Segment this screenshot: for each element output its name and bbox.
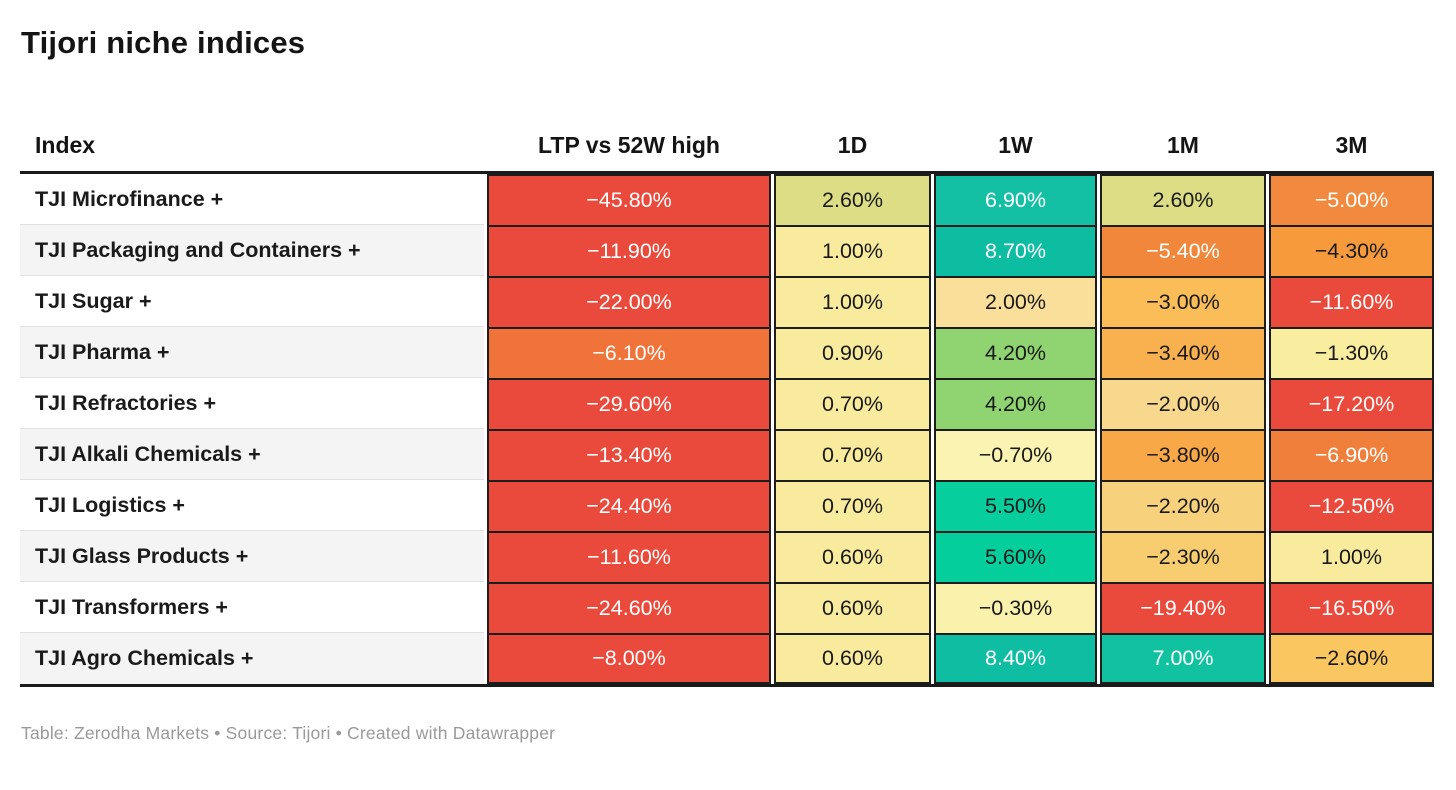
index-cell[interactable]: TJI Glass Products + (20, 531, 484, 582)
value-cell: 5.60% (934, 531, 1097, 582)
value-cell: −11.60% (487, 531, 771, 582)
index-cell[interactable]: TJI Alkali Chemicals + (20, 429, 484, 480)
value-cell: 2.60% (1100, 174, 1266, 225)
value-cell: −8.00% (487, 633, 771, 684)
value-cell: −2.20% (1100, 480, 1266, 531)
value-cell: −3.00% (1100, 276, 1266, 327)
value-cell: −19.40% (1100, 582, 1266, 633)
value-cell: 2.00% (934, 276, 1097, 327)
index-cell[interactable]: TJI Transformers + (20, 582, 484, 633)
column-header-1w: 1W (998, 131, 1033, 158)
value-cell: −1.30% (1269, 327, 1434, 378)
value-cell: 2.60% (774, 174, 931, 225)
value-cell: 0.60% (774, 633, 931, 684)
index-cell[interactable]: TJI Agro Chemicals + (20, 633, 484, 684)
column-header-1d: 1D (837, 131, 868, 158)
value-cell: −17.20% (1269, 378, 1434, 429)
value-cell: 0.90% (774, 327, 931, 378)
value-cell: −24.40% (487, 480, 771, 531)
bottom-divider (20, 684, 1434, 687)
column-header-3m: 3M (1335, 131, 1368, 158)
value-cell: 0.70% (774, 429, 931, 480)
value-cell: 7.00% (1100, 633, 1266, 684)
value-cell: −2.30% (1100, 531, 1266, 582)
index-cell[interactable]: TJI Microfinance + (20, 174, 484, 225)
value-cell: 5.50% (934, 480, 1097, 531)
value-cell: −4.30% (1269, 225, 1434, 276)
value-cell: 4.20% (934, 327, 1097, 378)
value-cell: −11.60% (1269, 276, 1434, 327)
value-cell: −12.50% (1269, 480, 1434, 531)
value-cell: 8.40% (934, 633, 1097, 684)
value-cell: −2.60% (1269, 633, 1434, 684)
index-cell[interactable]: TJI Sugar + (20, 276, 484, 327)
index-cell[interactable]: TJI Pharma + (20, 327, 484, 378)
value-cell: −22.00% (487, 276, 771, 327)
value-cell: −3.40% (1100, 327, 1266, 378)
value-cell: 0.70% (774, 378, 931, 429)
value-cell: 0.70% (774, 480, 931, 531)
value-cell: −13.40% (487, 429, 771, 480)
value-cell: −11.90% (487, 225, 771, 276)
column-header-index: Index (35, 131, 96, 158)
page-title: Tijori niche indices (21, 25, 306, 60)
value-cell: 0.60% (774, 531, 931, 582)
value-cell: −24.60% (487, 582, 771, 633)
value-cell: −16.50% (1269, 582, 1434, 633)
attribution-footer: Table: Zerodha Markets • Source: Tijori … (21, 723, 556, 743)
header-divider (20, 171, 1434, 174)
value-cell: −5.00% (1269, 174, 1434, 225)
value-cell: −0.70% (934, 429, 1097, 480)
value-cell: −5.40% (1100, 225, 1266, 276)
value-cell: −45.80% (487, 174, 771, 225)
index-cell[interactable]: TJI Packaging and Containers + (20, 225, 484, 276)
index-cell[interactable]: TJI Logistics + (20, 480, 484, 531)
value-cell: −6.90% (1269, 429, 1434, 480)
index-cell[interactable]: TJI Refractories + (20, 378, 484, 429)
column-header-ltp-52w: LTP vs 52W high (538, 131, 720, 158)
value-cell: 1.00% (1269, 531, 1434, 582)
value-cell: 4.20% (934, 378, 1097, 429)
value-cell: −3.80% (1100, 429, 1266, 480)
value-cell: −0.30% (934, 582, 1097, 633)
column-header-1m: 1M (1167, 131, 1199, 158)
value-cell: 6.90% (934, 174, 1097, 225)
value-cell: 1.00% (774, 225, 931, 276)
value-cell: 1.00% (774, 276, 931, 327)
value-cell: −2.00% (1100, 378, 1266, 429)
value-cell: 0.60% (774, 582, 931, 633)
indices-table: Index LTP vs 52W high 1D 1W 1M 3M TJI Mi… (20, 119, 1437, 687)
value-cell: −6.10% (487, 327, 771, 378)
value-cell: 8.70% (934, 225, 1097, 276)
value-cell: −29.60% (487, 378, 771, 429)
